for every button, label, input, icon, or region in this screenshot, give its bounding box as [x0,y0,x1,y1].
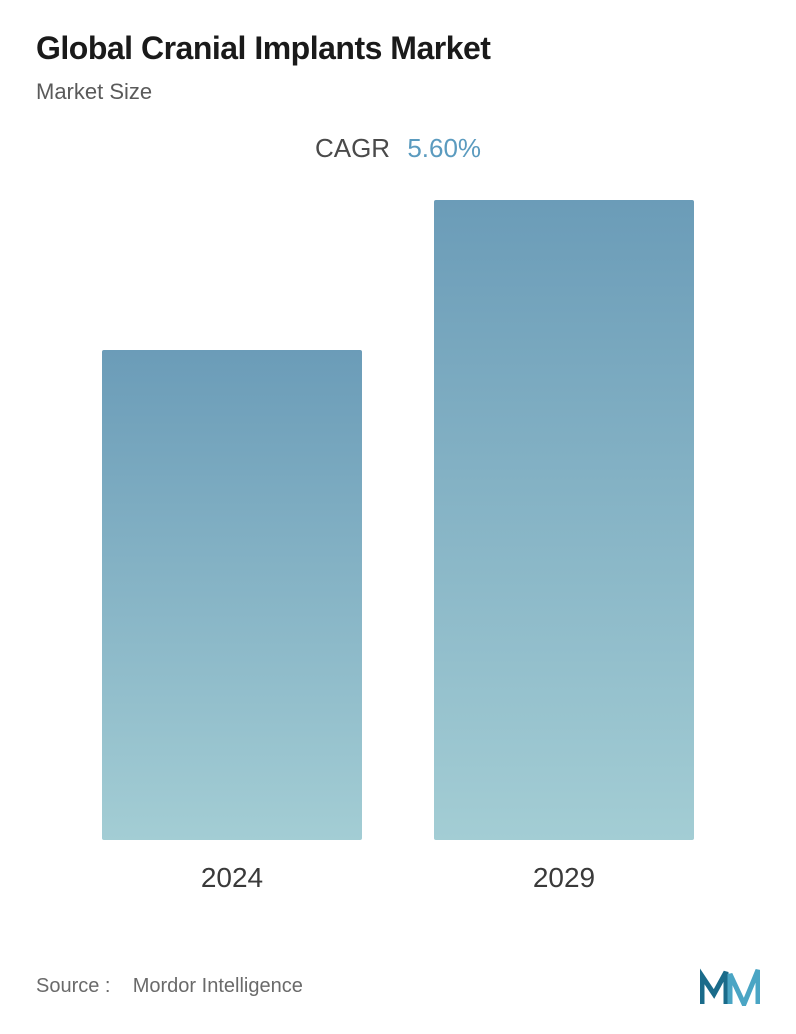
chart-footer: Source : Mordor Intelligence [36,966,760,1006]
bar-group-2024: 2024 [92,350,372,894]
bar-group-2029: 2029 [424,200,704,894]
bar-2024 [102,350,362,840]
source-label: Source : [36,975,110,997]
cagr-value: 5.60% [407,133,481,163]
mordor-logo-icon [700,966,760,1006]
cagr-label: CAGR [315,133,390,163]
bar-chart: 2024 2029 [36,204,760,894]
chart-subtitle: Market Size [36,79,760,105]
bar-2029 [434,200,694,840]
bar-label-2024: 2024 [201,862,263,894]
chart-title: Global Cranial Implants Market [36,30,760,67]
cagr-row: CAGR 5.60% [36,133,760,164]
source-name: Mordor Intelligence [133,975,303,997]
source-text: Source : Mordor Intelligence [36,975,303,998]
bar-label-2029: 2029 [533,862,595,894]
